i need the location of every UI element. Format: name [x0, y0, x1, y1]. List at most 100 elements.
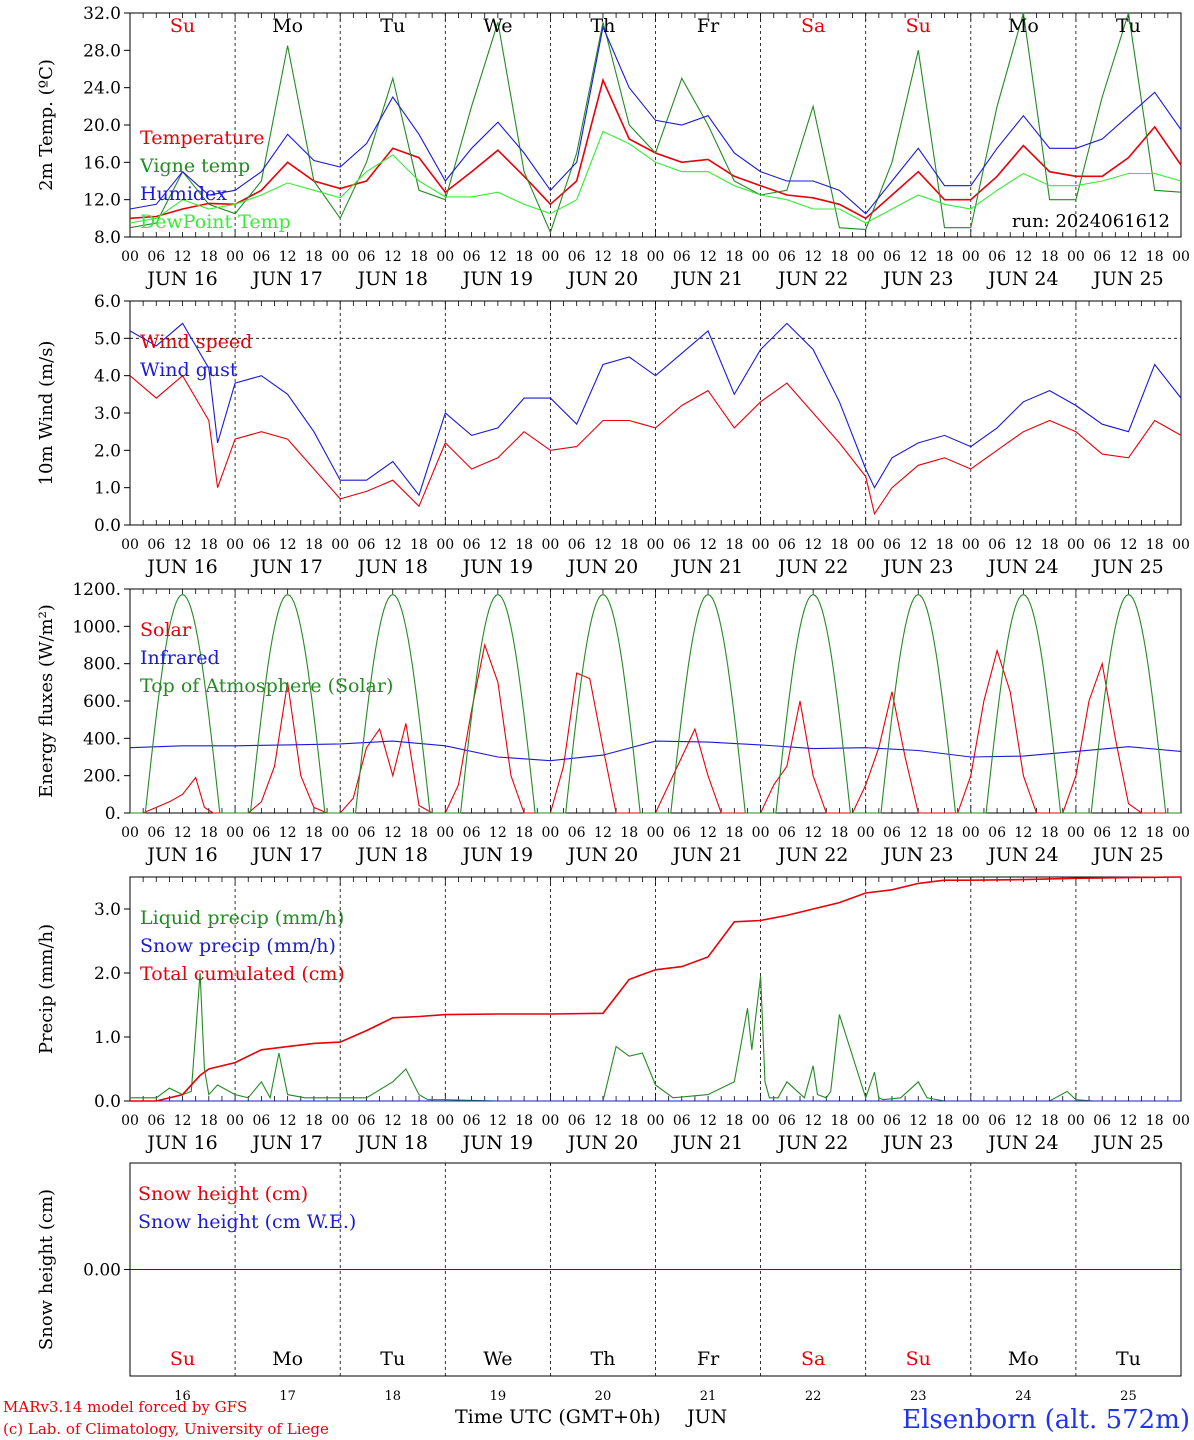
energy-hour-tick-label: 06 — [778, 825, 796, 841]
temp-hour-tick-label: 18 — [200, 249, 218, 265]
energy-hour-tick-label: 12 — [1014, 825, 1032, 841]
wind-hour-tick-label: 00 — [121, 537, 139, 553]
precip-y-tick-label: 3.0 — [94, 900, 121, 920]
energy-hour-tick-label: 18 — [515, 825, 533, 841]
temp-y-tick-label: 8.0 — [94, 228, 121, 248]
weekday-label: Su — [906, 15, 931, 37]
energy-hour-tick-label: 12 — [489, 825, 507, 841]
temp-hour-tick-label: 06 — [1093, 249, 1111, 265]
wind-hour-tick-label: 18 — [515, 537, 533, 553]
wind-hour-tick-label: 12 — [594, 537, 612, 553]
temp-legend-entry: Vigne temp — [139, 155, 250, 177]
precip-y-axis-label: Precip (mm/h) — [36, 924, 57, 1054]
temp-hour-tick-label: 18 — [515, 249, 533, 265]
precip-legend-entry: Snow precip (mm/h) — [140, 935, 336, 957]
snow-y-axis-label: Snow height (cm) — [36, 1189, 57, 1350]
wind-date-label: JUN 22 — [776, 556, 848, 578]
energy-date-label: JUN 22 — [776, 844, 848, 866]
temp-hour-tick-label: 12 — [1120, 249, 1138, 265]
temp-hour-tick-label: 00 — [121, 249, 139, 265]
wind-hour-tick-label: 12 — [909, 537, 927, 553]
wind-y-axis-label: 10m Wind (m/s) — [36, 341, 57, 486]
wind-y-tick-label: 3.0 — [94, 404, 121, 424]
energy-hour-tick-label: 00 — [1172, 825, 1190, 841]
wind-hour-tick-label: 06 — [252, 537, 270, 553]
energy-hour-tick-label: 18 — [725, 825, 743, 841]
weekday-label: Su — [170, 1348, 195, 1370]
precip-hour-tick-label: 12 — [279, 1113, 297, 1129]
weekday-label: Su — [170, 15, 195, 37]
wind-hour-tick-label: 18 — [200, 537, 218, 553]
precip-date-label: JUN 16 — [145, 1132, 217, 1154]
temp-hour-tick-label: 18 — [305, 249, 323, 265]
temp-hour-tick-label: 12 — [489, 249, 507, 265]
wind-hour-tick-label: 06 — [147, 537, 165, 553]
temp-date-label: JUN 25 — [1091, 268, 1163, 290]
snow-legend-entry: Snow height (cm) — [138, 1183, 308, 1205]
temp-legend-entry: Humidex — [140, 183, 227, 205]
wind-date-label: JUN 19 — [461, 556, 533, 578]
energy-hour-tick-label: 00 — [962, 825, 980, 841]
weekday-label: Sa — [801, 15, 825, 37]
wind-date-label: JUN 21 — [671, 556, 743, 578]
temp-date-label: JUN 19 — [461, 268, 533, 290]
precip-hour-tick-label: 18 — [831, 1113, 849, 1129]
weekday-label: Mo — [272, 15, 303, 37]
precip-hour-tick-label: 06 — [883, 1113, 901, 1129]
wind-hour-tick-label: 00 — [962, 537, 980, 553]
precip-hour-tick-label: 00 — [1067, 1113, 1085, 1129]
temp-series-line — [129, 25, 1182, 215]
day-number-label: 17 — [279, 1389, 296, 1404]
temp-date-label: JUN 17 — [250, 268, 322, 290]
precip-hour-tick-label: 12 — [489, 1113, 507, 1129]
precip-date-label: JUN 25 — [1091, 1132, 1163, 1154]
wind-date-label: JUN 20 — [566, 556, 638, 578]
energy-hour-tick-label: 06 — [1093, 825, 1111, 841]
wind-y-tick-label: 4.0 — [94, 367, 121, 387]
wind-hour-tick-label: 00 — [857, 537, 875, 553]
day-number-label: 18 — [384, 1389, 401, 1404]
wind-hour-tick-label: 18 — [831, 537, 849, 553]
wind-hour-tick-label: 06 — [463, 537, 481, 553]
wind-hour-tick-label: 06 — [883, 537, 901, 553]
wind-hour-tick-label: 18 — [620, 537, 638, 553]
weekday-label: Mo — [272, 1348, 303, 1370]
precip-hour-tick-label: 18 — [725, 1113, 743, 1129]
precip-hour-tick-label: 18 — [1041, 1113, 1059, 1129]
precip-hour-tick-label: 00 — [752, 1113, 770, 1129]
energy-hour-tick-label: 18 — [1146, 825, 1164, 841]
wind-y-tick-label: 0.0 — [94, 516, 121, 536]
precip-hour-tick-label: 00 — [541, 1113, 559, 1129]
weekday-label: Mo — [1008, 1348, 1039, 1370]
precip-hour-tick-label: 18 — [410, 1113, 428, 1129]
wind-hour-tick-label: 00 — [226, 537, 244, 553]
day-number-label: 21 — [700, 1389, 717, 1404]
wind-y-tick-label: 2.0 — [94, 441, 121, 461]
temp-hour-tick-label: 00 — [331, 249, 349, 265]
precip-y-tick-label: 0.0 — [94, 1092, 121, 1112]
energy-plot-frame — [129, 588, 1182, 814]
precip-hour-tick-label: 12 — [804, 1113, 822, 1129]
temp-hour-tick-label: 00 — [1172, 249, 1190, 265]
day-number-label: 24 — [1015, 1389, 1032, 1404]
precip-hour-tick-label: 00 — [962, 1113, 980, 1129]
energy-hour-tick-label: 18 — [620, 825, 638, 841]
precip-hour-tick-label: 00 — [647, 1113, 665, 1129]
wind-hour-tick-label: 12 — [489, 537, 507, 553]
energy-date-label: JUN 16 — [145, 844, 217, 866]
precip-hour-tick-label: 18 — [200, 1113, 218, 1129]
wind-hour-tick-label: 18 — [1041, 537, 1059, 553]
snow-y-tick-label: 0.00 — [83, 1261, 121, 1281]
wind-hour-tick-label: 00 — [1172, 537, 1190, 553]
energy-y-tick-label: 600. — [83, 692, 121, 712]
wind-hour-tick-label: 12 — [384, 537, 402, 553]
precip-legend-entry: Total cumulated (cm) — [140, 963, 345, 985]
energy-series-line — [130, 594, 1181, 814]
temp-hour-tick-label: 06 — [883, 249, 901, 265]
temp-hour-tick-label: 00 — [436, 249, 454, 265]
weekday-label: Fr — [697, 1348, 720, 1370]
temp-hour-tick-label: 00 — [541, 249, 559, 265]
precip-date-label: JUN 22 — [776, 1132, 848, 1154]
precip-hour-tick-label: 06 — [147, 1113, 165, 1129]
